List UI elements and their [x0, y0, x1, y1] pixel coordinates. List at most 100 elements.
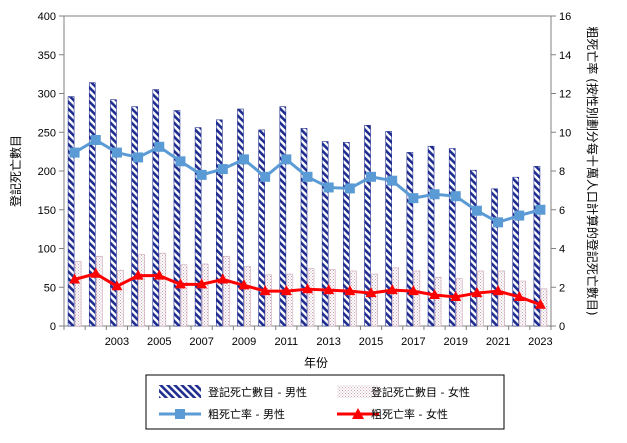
- bar-male-2016: [385, 131, 392, 327]
- y2-tick-label: 4: [559, 244, 565, 256]
- point-female-rate-2016: [386, 284, 398, 295]
- bar-female-2004: [138, 254, 145, 327]
- bar-female-2008: [223, 255, 230, 327]
- point-male-rate-2001: [69, 147, 80, 158]
- y2-tick-label: 16: [559, 11, 571, 23]
- y2-tick-label: 14: [559, 50, 571, 62]
- legend-label-female-deaths: 登記死亡數目 - 女性: [371, 385, 470, 399]
- x-tick-label: 2009: [232, 336, 256, 348]
- y-tick-label: 400: [38, 11, 56, 23]
- y-axis-title: 登記死亡數目: [8, 135, 23, 207]
- bar-male-2019: [448, 148, 456, 327]
- point-female-rate-2022: [513, 290, 525, 301]
- y-tick-label: 100: [38, 244, 56, 256]
- bar-male-2018: [427, 145, 435, 327]
- bar-male-2004: [131, 106, 138, 327]
- y-tick-label: 200: [38, 166, 56, 178]
- bar-female-2019: [455, 278, 463, 327]
- bar-male-2006: [173, 110, 181, 327]
- bar-female-2022: [519, 280, 527, 327]
- bar-female-2021: [498, 270, 505, 327]
- point-male-rate-2022: [514, 210, 525, 221]
- x-tick-label: 2017: [401, 336, 425, 348]
- point-female-rate-2009: [238, 279, 250, 290]
- bar-male-2011: [279, 106, 287, 327]
- bar-female-2017: [413, 270, 421, 327]
- y-tick-label: 0: [50, 321, 56, 333]
- y2-tick-label: 0: [559, 321, 565, 333]
- bars-layer: [67, 82, 548, 327]
- point-male-rate-2009: [238, 154, 249, 165]
- x-tick-label: 2011: [274, 336, 298, 348]
- point-female-rate-2015: [365, 287, 377, 298]
- bar-male-2017: [406, 152, 414, 327]
- point-female-rate-2001: [69, 273, 81, 284]
- point-female-rate-2008: [217, 273, 229, 284]
- point-male-rate-2023: [535, 204, 546, 215]
- point-male-rate-2012: [302, 171, 313, 182]
- point-male-rate-2004: [133, 152, 144, 163]
- bar-female-2001: [74, 261, 82, 327]
- bar-male-2020: [470, 169, 477, 327]
- x-tick-label: 2013: [316, 336, 340, 348]
- y-tick-label: 50: [44, 282, 56, 294]
- point-female-rate-2020: [471, 287, 483, 298]
- bar-female-2020: [477, 270, 484, 327]
- bar-female-2010: [265, 274, 272, 327]
- bar-female-2013: [328, 269, 336, 327]
- x-tick-label: 2005: [147, 336, 171, 348]
- point-female-rate-2019: [450, 290, 462, 301]
- point-male-rate-2020: [471, 205, 482, 216]
- bar-female-2011: [286, 273, 294, 327]
- bar-female-2016: [392, 267, 399, 327]
- bar-female-2015: [371, 273, 378, 327]
- y-tick-label: 150: [38, 205, 56, 217]
- legend-label-female-rate: 粗死亡率 - 女性: [371, 407, 448, 421]
- y2-tick-label: 12: [559, 89, 571, 101]
- legend-swatch-female-deaths: [337, 385, 379, 398]
- point-female-rate-2002: [90, 267, 102, 278]
- point-female-rate-2006: [174, 278, 186, 289]
- point-male-rate-2014: [344, 183, 355, 194]
- y-tick-label: 250: [38, 127, 56, 139]
- point-female-rate-2012: [302, 283, 313, 294]
- point-male-rate-2018: [429, 189, 440, 200]
- legend: 登記死亡數目 - 男性 登記死亡數目 - 女性 粗死亡率 - 男性 粗死亡率 -…: [145, 374, 505, 430]
- point-female-rate-2017: [407, 285, 419, 296]
- bar-female-2012: [307, 268, 315, 327]
- bar-female-2002: [95, 255, 103, 327]
- y-tick-label: 300: [38, 89, 56, 101]
- point-male-rate-2006: [175, 156, 186, 167]
- point-male-rate-2003: [111, 147, 122, 158]
- point-female-rate-2023: [534, 298, 546, 309]
- x-tick-label: 2003: [105, 336, 129, 348]
- bar-male-2001: [67, 96, 75, 327]
- point-male-rate-2017: [408, 193, 419, 204]
- bar-male-2012: [300, 128, 308, 327]
- bar-female-2003: [117, 269, 124, 327]
- bar-female-2007: [201, 263, 209, 327]
- y2-tick-label: 6: [559, 205, 565, 217]
- point-male-rate-2010: [260, 171, 271, 182]
- bar-female-2014: [350, 270, 357, 327]
- x-tick-label: 2007: [189, 336, 213, 348]
- y2-axis-title: 粗死亡率 (按性別劃分每十萬人口計算的登記死亡數目): [585, 26, 600, 315]
- point-male-rate-2011: [281, 154, 292, 165]
- legend-swatch-male-deaths: [159, 385, 201, 398]
- legend-label-male-deaths: 登記死亡數目 - 男性: [208, 385, 307, 399]
- point-male-rate-2008: [217, 164, 228, 175]
- bar-female-2005: [159, 252, 167, 327]
- bar-male-2005: [152, 89, 160, 327]
- bar-male-2010: [258, 129, 265, 327]
- bar-male-2007: [194, 127, 202, 327]
- point-female-rate-2005: [153, 269, 165, 280]
- point-male-rate-2015: [366, 171, 377, 182]
- point-female-rate-2011: [280, 285, 292, 296]
- bar-male-2014: [343, 142, 350, 327]
- point-female-rate-2007: [196, 278, 208, 289]
- legend-box: [145, 374, 505, 430]
- point-female-rate-2004: [132, 269, 144, 280]
- x-tick-label: 2015: [359, 336, 383, 348]
- y-tick-label: 350: [38, 50, 56, 62]
- bar-male-2021: [491, 188, 498, 327]
